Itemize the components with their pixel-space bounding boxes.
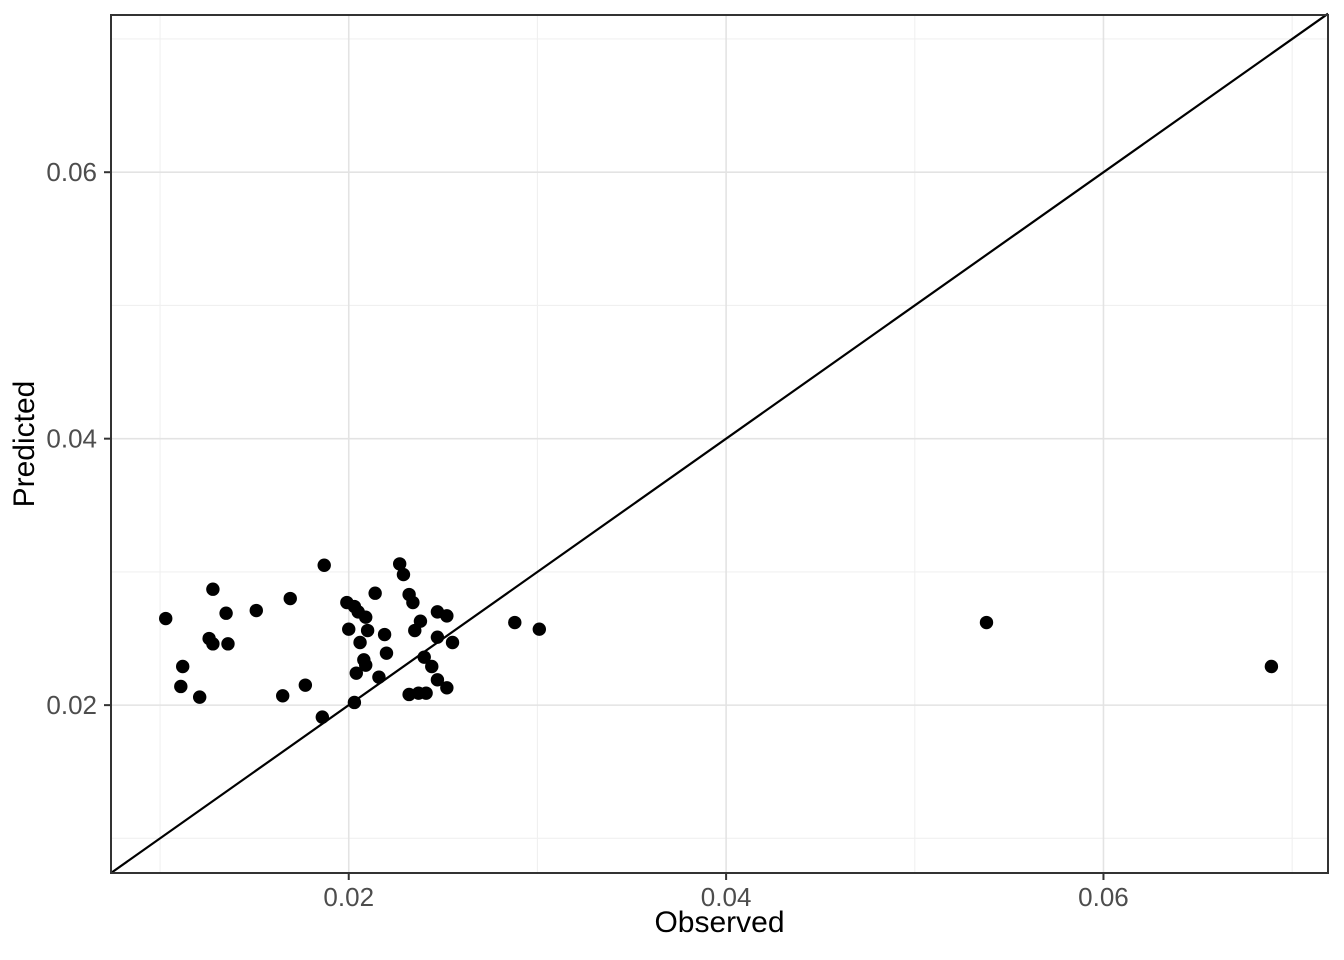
data-point: [372, 670, 386, 684]
data-point: [360, 623, 375, 638]
data-point: [508, 615, 522, 630]
data-point: [979, 615, 994, 630]
data-point: [359, 610, 373, 624]
data-point: [219, 606, 233, 620]
data-point: [408, 623, 422, 638]
panel-border: [110, 14, 1329, 874]
data-point: [175, 659, 190, 674]
data-point: [298, 678, 313, 692]
y-tick-label: 0.06: [46, 157, 97, 187]
data-point: [440, 609, 454, 623]
data-point: [347, 695, 362, 710]
data-point: [249, 603, 263, 618]
data-point: [342, 622, 356, 636]
data-point: [532, 622, 547, 636]
data-point: [221, 637, 235, 651]
data-point: [206, 637, 220, 651]
data-point: [359, 658, 373, 672]
data-point: [317, 558, 331, 572]
data-point: [417, 650, 431, 664]
data-point: [1264, 659, 1279, 674]
identity-line: [110, 12, 1329, 874]
data-point: [174, 679, 188, 694]
data-point: [379, 646, 394, 660]
data-point: [276, 689, 290, 703]
data-point: [419, 686, 433, 700]
data-point: [368, 586, 382, 600]
x-tick-label: 0.06: [1078, 882, 1129, 912]
x-tick-label: 0.04: [701, 882, 752, 912]
data-point: [315, 710, 330, 724]
data-point: [430, 673, 445, 687]
data-point: [283, 591, 297, 606]
x-axis-title: Observed: [654, 906, 785, 939]
data-point: [406, 595, 420, 610]
y-axis-title: Predicted: [8, 380, 41, 508]
y-tick-label: 0.02: [46, 690, 97, 720]
data-point: [159, 611, 173, 626]
data-point: [440, 681, 454, 695]
x-tick-label: 0.02: [323, 882, 374, 912]
data-point: [349, 666, 363, 680]
data-point: [425, 659, 439, 674]
data-point: [396, 567, 411, 582]
data-point: [445, 635, 460, 650]
y-tick-label: 0.04: [46, 424, 97, 454]
data-point: [392, 557, 407, 571]
data-point: [192, 690, 207, 704]
data-point: [377, 627, 392, 642]
data-point: [353, 635, 367, 650]
data-point: [206, 582, 220, 596]
data-point: [430, 630, 445, 644]
